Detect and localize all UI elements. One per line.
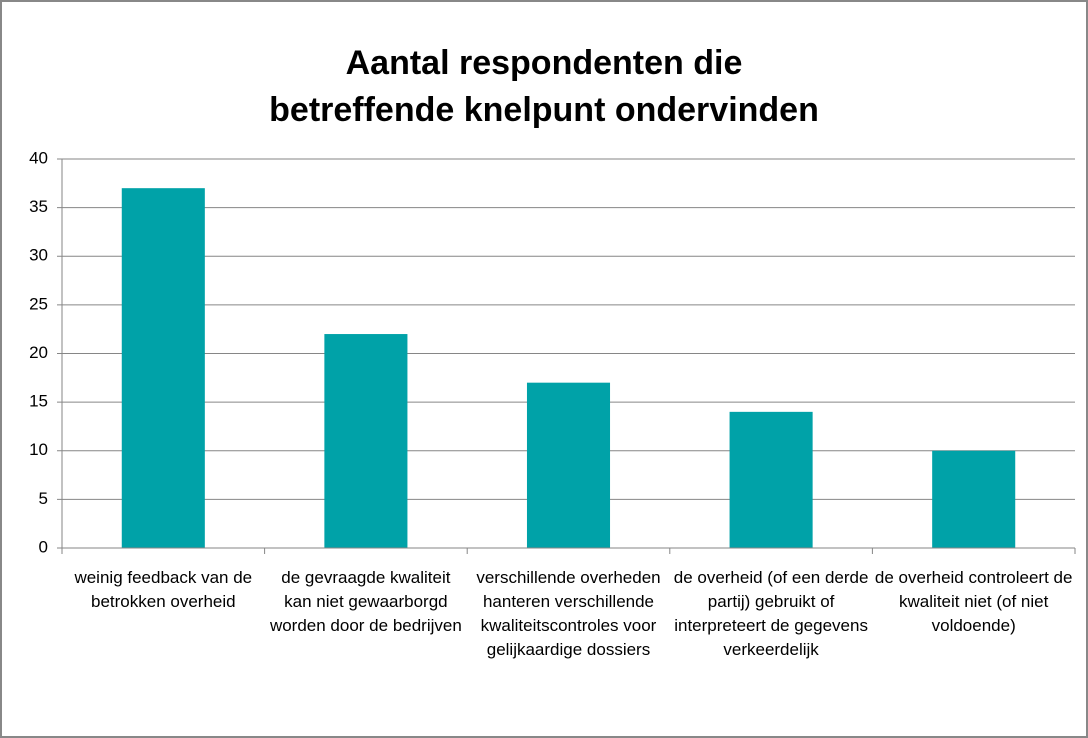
y-tick-label: 5: [39, 489, 48, 508]
bar: [324, 334, 408, 548]
y-tick-label: 20: [29, 343, 48, 362]
x-tick-label: de overheid controleert de kwaliteit nie…: [874, 568, 1073, 635]
x-tick-label: de gevraagde kwaliteit kan niet gewaarbo…: [269, 568, 462, 635]
bar: [932, 450, 1016, 548]
y-tick-label: 10: [29, 440, 48, 459]
x-tick-label: weinig feedback van de betrokken overhei…: [74, 568, 253, 611]
y-tick-label: 35: [29, 197, 48, 216]
x-tick-label: de overheid (of een derde partij) gebrui…: [673, 568, 869, 659]
y-tick-label: 0: [39, 537, 48, 556]
bar: [121, 188, 205, 549]
x-tick-label: verschillende overheden hanteren verschi…: [476, 568, 661, 659]
bar: [526, 382, 611, 548]
chart-title: Aantal respondenten die betreffende knel…: [269, 44, 819, 129]
y-tick-label: 25: [29, 294, 48, 313]
y-tick-label: 40: [29, 148, 48, 167]
y-tick-label: 15: [29, 392, 48, 411]
bar: [729, 411, 813, 548]
y-tick-label: 30: [29, 246, 48, 265]
